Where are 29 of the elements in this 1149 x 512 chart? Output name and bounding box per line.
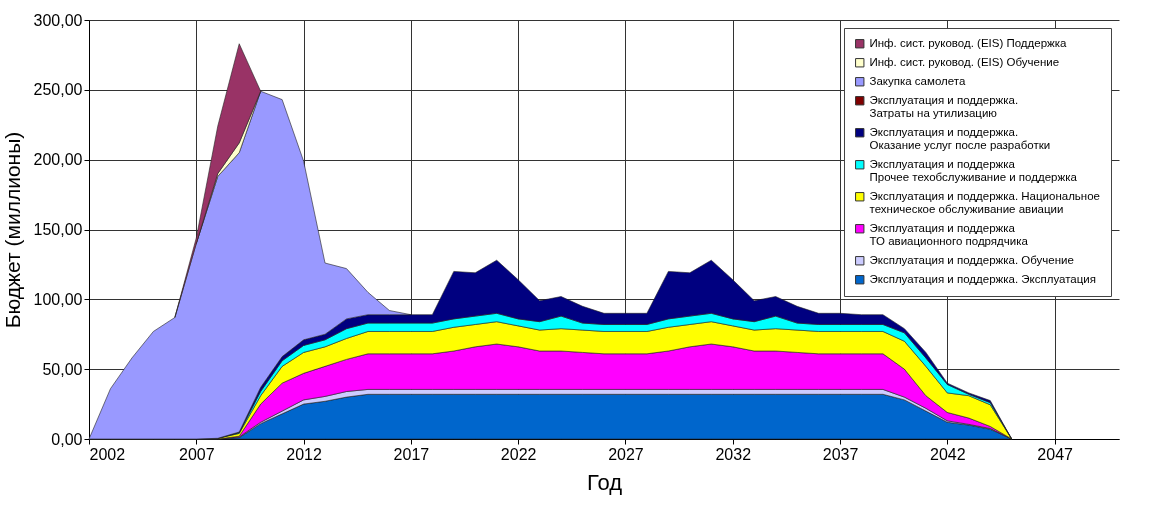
x-tick-label: 2022 (500, 445, 537, 463)
legend-label: Эксплуатация и поддержка. Затраты на утилизацию (869, 93, 1019, 120)
y-axis-title: Бюджет (миллионы) (0, 131, 24, 329)
x-tick-label: 2047 (1037, 445, 1074, 463)
legend-label: Инф. сист. руковод. (EIS) Обучение (869, 55, 1060, 68)
x-tick-label: 2032 (715, 445, 752, 463)
legend-label: Закупка самолета (869, 74, 966, 87)
y-tick-label: 100,00 (33, 290, 83, 308)
x-tick-label: 2007 (178, 445, 215, 463)
legend-label: Эксплуатация и поддержка ТО авиационного подрядчика (869, 221, 1029, 248)
y-tick-label: 200,00 (33, 151, 83, 169)
legend-label: Эксплуатация и поддержка. Эксплуатация (869, 272, 1096, 285)
x-tick-label: 2002 (89, 445, 126, 463)
legend-label: Эксплуатация и поддержка. Обучение (869, 253, 1074, 266)
legend-label: Эксплуатация и поддержка Прочее техобслуживание и поддержка (869, 157, 1078, 184)
x-axis-title: Год (586, 469, 623, 495)
x-tick-label: 2027 (608, 445, 644, 463)
legend-label: Эксплуатация и поддержка. Национальное техническое обслуживание авиации (869, 189, 1101, 216)
legend-label: Эксплуатация и поддержка. Оказание услуг после разработки (869, 125, 1051, 152)
y-tick-label: 150,00 (33, 221, 83, 238)
x-tick-label: 2037 (822, 445, 859, 463)
y-tick-label: 300,00 (33, 11, 83, 29)
y-tick-label: 250,00 (33, 81, 83, 99)
legend-label: Инф. сист. руковод. (EIS) Поддержка (869, 36, 1068, 49)
x-tick-label: 2012 (286, 445, 322, 463)
y-tick-label: 0,00 (51, 430, 83, 448)
y-tick-label: 50,00 (42, 360, 83, 378)
x-tick-label: 2042 (930, 445, 966, 463)
x-tick-label: 2017 (393, 445, 430, 463)
